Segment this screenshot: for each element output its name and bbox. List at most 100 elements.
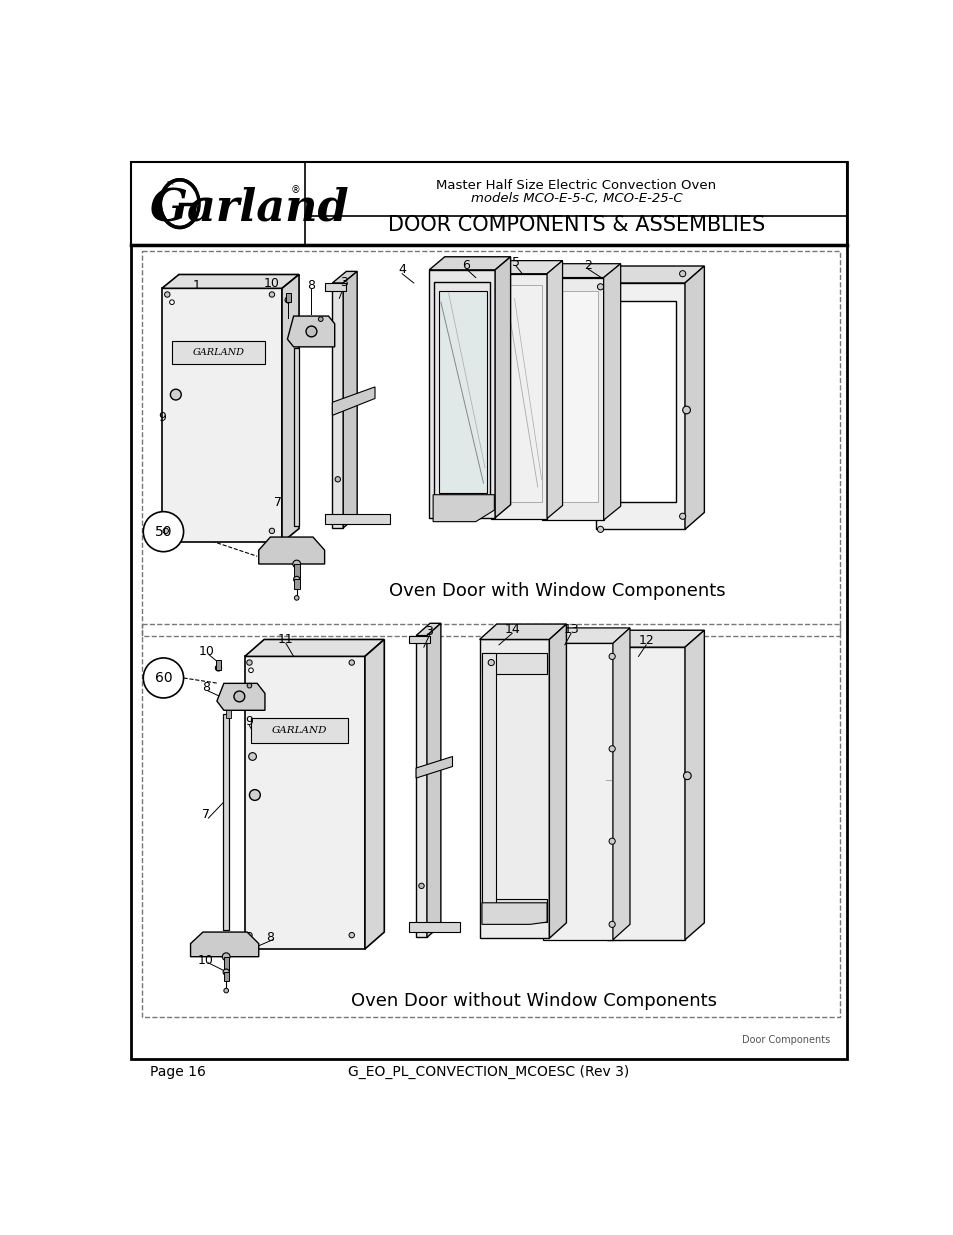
- Polygon shape: [546, 261, 562, 519]
- Polygon shape: [495, 285, 542, 503]
- Circle shape: [349, 659, 355, 666]
- Text: 2: 2: [583, 259, 592, 272]
- Circle shape: [318, 317, 323, 321]
- Polygon shape: [429, 270, 495, 517]
- Circle shape: [233, 692, 245, 701]
- Circle shape: [418, 883, 424, 888]
- Text: Door Components: Door Components: [741, 1035, 830, 1045]
- Polygon shape: [491, 261, 562, 274]
- Circle shape: [143, 511, 183, 552]
- Polygon shape: [245, 640, 384, 656]
- Bar: [251, 718, 348, 742]
- Text: 8: 8: [266, 931, 274, 944]
- Text: 9: 9: [158, 411, 167, 424]
- Text: G_EO_PL_CONVECTION_MCOESC (Rev 3): G_EO_PL_CONVECTION_MCOESC (Rev 3): [348, 1065, 629, 1079]
- Polygon shape: [542, 643, 612, 940]
- Polygon shape: [439, 290, 486, 493]
- Polygon shape: [416, 636, 427, 937]
- Polygon shape: [332, 283, 343, 527]
- Polygon shape: [162, 288, 282, 542]
- Text: 3: 3: [339, 277, 348, 289]
- Polygon shape: [409, 923, 459, 932]
- Circle shape: [294, 595, 298, 600]
- Text: m: m: [166, 180, 172, 185]
- Text: 10: 10: [263, 277, 279, 290]
- Polygon shape: [684, 630, 703, 940]
- Circle shape: [269, 291, 274, 298]
- Bar: [481, 899, 546, 923]
- Bar: [481, 652, 546, 674]
- Bar: [226, 710, 231, 718]
- Circle shape: [249, 789, 260, 800]
- Polygon shape: [479, 640, 549, 939]
- Polygon shape: [191, 932, 258, 957]
- Circle shape: [679, 270, 685, 277]
- Polygon shape: [216, 683, 265, 710]
- Text: 4: 4: [397, 263, 406, 277]
- Text: models MCO-E-5-C, MCO-E-25-C: models MCO-E-5-C, MCO-E-25-C: [470, 191, 681, 205]
- Polygon shape: [287, 316, 335, 347]
- Circle shape: [682, 406, 690, 414]
- Polygon shape: [596, 266, 703, 283]
- Text: 6: 6: [462, 259, 470, 272]
- Polygon shape: [429, 257, 510, 270]
- Polygon shape: [258, 537, 324, 564]
- Text: 10: 10: [198, 955, 213, 967]
- Polygon shape: [603, 264, 620, 520]
- Polygon shape: [542, 627, 629, 643]
- Polygon shape: [343, 272, 356, 527]
- Text: Oven Door with Window Components: Oven Door with Window Components: [389, 582, 724, 600]
- Polygon shape: [409, 636, 430, 643]
- Circle shape: [293, 561, 300, 568]
- Text: 7: 7: [202, 808, 210, 821]
- Circle shape: [171, 389, 181, 400]
- Ellipse shape: [160, 180, 199, 227]
- Text: 8: 8: [202, 680, 210, 694]
- Polygon shape: [541, 264, 620, 278]
- Polygon shape: [596, 283, 684, 530]
- Bar: [142, 624, 840, 1016]
- Bar: [172, 341, 265, 364]
- Circle shape: [247, 659, 252, 666]
- Text: 12: 12: [638, 635, 654, 647]
- Circle shape: [597, 284, 603, 290]
- Circle shape: [679, 514, 685, 520]
- Polygon shape: [332, 272, 356, 283]
- Bar: [223, 714, 229, 930]
- Text: Oven Door without Window Components: Oven Door without Window Components: [351, 993, 716, 1010]
- Text: 3: 3: [425, 625, 433, 638]
- Circle shape: [165, 291, 170, 298]
- Text: 8: 8: [307, 279, 315, 291]
- Text: 11: 11: [277, 634, 294, 646]
- Text: DOOR COMPONENTS & ASSEMBLIES: DOOR COMPONENTS & ASSEMBLIES: [388, 215, 764, 235]
- Circle shape: [294, 577, 299, 583]
- Ellipse shape: [166, 185, 193, 222]
- Text: 9: 9: [245, 715, 253, 729]
- Polygon shape: [162, 274, 298, 288]
- Circle shape: [608, 746, 615, 752]
- Circle shape: [215, 664, 221, 671]
- Circle shape: [608, 839, 615, 845]
- Text: 7: 7: [274, 496, 282, 509]
- Polygon shape: [433, 495, 494, 521]
- Text: GARLAND: GARLAND: [272, 726, 327, 735]
- Polygon shape: [325, 283, 346, 290]
- Bar: [481, 652, 496, 923]
- Circle shape: [597, 526, 603, 532]
- Polygon shape: [481, 903, 546, 924]
- Polygon shape: [604, 300, 675, 503]
- Polygon shape: [365, 640, 384, 948]
- Circle shape: [224, 988, 229, 993]
- Polygon shape: [684, 266, 703, 530]
- Circle shape: [247, 932, 252, 937]
- Polygon shape: [612, 627, 629, 940]
- Bar: [142, 251, 840, 636]
- Text: 10: 10: [198, 645, 214, 657]
- Polygon shape: [332, 387, 375, 415]
- Text: 14: 14: [504, 622, 519, 636]
- Circle shape: [249, 668, 253, 673]
- Circle shape: [269, 529, 274, 534]
- Polygon shape: [282, 274, 298, 542]
- Text: ®: ®: [291, 185, 300, 195]
- Text: 50: 50: [154, 525, 172, 538]
